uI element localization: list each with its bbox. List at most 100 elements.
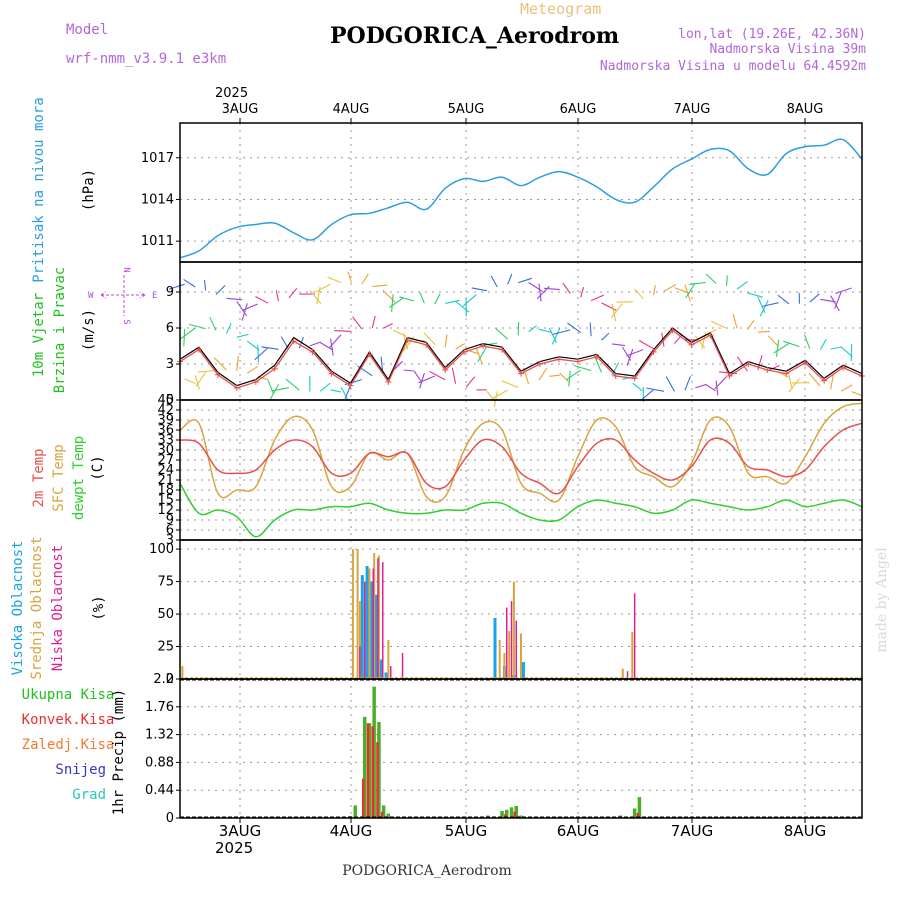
wind-arrow-72 [257,344,260,363]
cloud-bar-0-3 [375,594,378,679]
wind-arrow-90 [444,334,448,348]
wind-subtitle: Brzina i Pravac [52,267,68,393]
cloud-bar-1-8 [498,640,501,679]
precip-bar-1-5 [504,814,507,818]
wind-arrow-102 [552,329,571,335]
wind-arrow-182 [725,275,728,286]
wind-arrow-122 [775,339,780,357]
wind-arrow-130 [168,283,185,290]
wind-arrow-185 [757,296,766,314]
pressure-panel: 1011 1014 1017 [141,122,863,263]
ytick-label-precip-4: 1.76 [145,700,174,715]
cloud-bar-0-6 [493,617,497,679]
dewpoint-title: dewpt Temp [71,436,87,520]
ytick-label-temp-5: 18 [157,483,174,498]
wind-arrow-39 [573,364,592,372]
wind-arrow-98 [528,325,537,333]
wind-arrow-22 [413,370,422,383]
wind-arrow-5 [236,355,239,372]
wind-arrow-137 [241,303,258,312]
wind-speed-point-31 [764,367,771,373]
wind-arrow-125 [803,334,811,349]
wind-speed-point-6 [290,338,297,345]
ytick-label-temp-10: 33 [157,433,174,448]
wind-arrow-161 [507,273,513,285]
wind-arrow-132 [203,280,207,291]
wind-arrow-127 [830,346,843,350]
wind-arrow-131 [183,278,196,288]
total-precip-title: Ukupna Kisa [22,687,115,703]
wind-arrow-178 [684,284,691,302]
wind-arrow-83 [371,315,376,329]
wind-arrow-119 [746,319,755,330]
wind-speed-point-19 [536,361,543,367]
cloud-bar-2-0 [359,646,361,679]
ytick-label-precip-2: 0.88 [145,755,174,770]
wind-arrow-147 [361,273,369,285]
wind-arrow-190 [809,293,820,303]
wind-arrow-188 [777,294,790,305]
precip-bar-0-4 [372,686,376,818]
wind-arrow-134 [226,297,243,301]
ytick-label-wind-2: 6 [166,321,174,336]
wind-arrow-59 [788,378,800,393]
wind-arrow-52 [714,376,727,390]
ytick-label-temp-1: 6 [166,523,174,538]
wind-speed-point-14 [442,367,449,373]
wind-arrow-159 [471,287,487,292]
top-date-2: 5AUG [448,102,485,117]
wind-arrow-187 [762,302,779,307]
cloud-bar-2-4 [382,562,384,679]
wind-arrow-64 [851,391,862,397]
wind-speed-point-35 [840,364,847,371]
cloud-bar-2-5 [390,666,392,679]
wind-arrow-14 [330,389,342,393]
wind-arrow-170 [601,302,617,311]
wind-arrow-78 [319,342,334,351]
wind-speed-point-29 [726,373,733,379]
wind-arrow-26 [451,367,457,384]
ytick-label-temp-7: 24 [157,463,174,478]
wind-arrow-58 [788,374,793,390]
precip-bar-0-9 [500,811,504,818]
top-date-4: 7AUG [674,102,711,117]
wind-speed-point-2 [214,371,221,378]
wind-arrow-192 [830,295,840,312]
lonlat-label: lon,lat (19.26E, 42.36N) [678,27,866,42]
wind-arrow-110 [638,340,654,350]
cloud-bar-2-2 [372,568,374,679]
wind-arrow-151 [388,297,404,308]
wind-arrow-121 [767,335,780,348]
precip-frame [179,678,863,819]
wind-arrow-158 [462,294,477,307]
mid-cloud-title: Srednja Oblacnost [29,536,45,679]
wind-arrow-51 [715,380,719,396]
precip-panel: 0 0.44 0.88 1.32 1.76 2.2 [145,672,863,826]
wind-arrow-36 [559,372,570,383]
precip-bar-0-5 [377,722,381,818]
wind-arrow-63 [840,384,853,392]
model-name: wrf-nmm_v3.9.1 e3km [66,51,226,67]
wind-arrow-168 [580,287,585,298]
elevation-label: Nadmorska Visina 39m [709,42,866,57]
precip-bar-0-2 [363,716,367,818]
wind-arrow-174 [634,288,644,300]
precip-bar-0-12 [514,806,518,818]
wind-speed-point-24 [631,375,638,382]
wind-arrow-1 [194,375,200,390]
wind-arrow-32 [501,380,519,389]
wind-arrow-65 [183,328,186,347]
compass-south: S [121,319,131,324]
wind-arrow-93 [475,348,483,365]
wind-speed-marks [177,327,865,391]
wind-arrow-23 [419,372,425,389]
wind-speed-point-8 [328,370,335,377]
wind-arrow-167 [562,282,571,294]
wind-arrow-181 [705,273,717,284]
wind-arrow-70 [236,333,249,338]
wind-arrow-101 [551,328,561,345]
station-title: PODGORICA_Aerodrom [330,23,619,49]
wind-arrow-114 [694,335,706,349]
wind-arrow-6 [246,365,258,374]
wind-unit: (m/s) [81,309,97,351]
